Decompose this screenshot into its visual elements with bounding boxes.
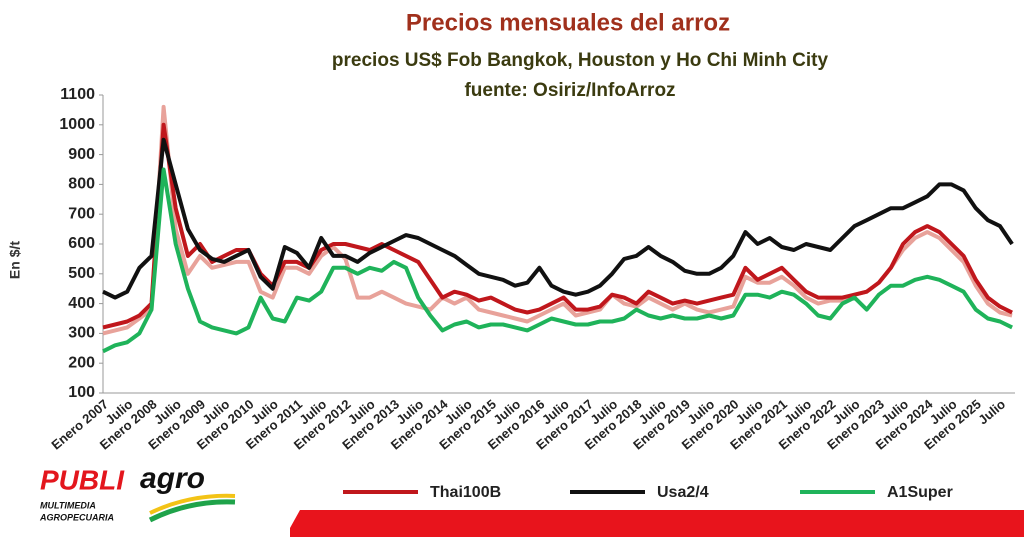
y-tick-label: 900 — [68, 146, 95, 163]
y-tick-label: 400 — [68, 295, 95, 312]
logo-swoosh — [149, 493, 236, 515]
footer-band — [285, 510, 1024, 537]
logo-background — [0, 455, 290, 537]
logo-brand: PUBLI — [40, 464, 125, 495]
y-tick-label: 1000 — [59, 116, 95, 133]
chart-title: Precios mensuales del arroz — [406, 9, 730, 36]
y-tick-label: 1100 — [60, 86, 95, 103]
y-tick-label: 700 — [68, 205, 95, 222]
logo-brand2: agro — [140, 462, 205, 495]
series-line — [102, 137, 1014, 300]
logo-tagline: MULTIMEDIA — [40, 500, 96, 510]
y-tick-label: 600 — [68, 235, 95, 252]
y-tick-label: 100 — [68, 384, 95, 401]
y-tick-label: 800 — [68, 176, 95, 193]
logo-tagline: AGROPECUARIA — [39, 512, 114, 522]
legend-label: Thai100B — [430, 484, 501, 501]
legend-label: A1Super — [887, 484, 953, 501]
y-tick-label: 200 — [68, 354, 95, 371]
y-tick-label: 300 — [68, 325, 95, 342]
plot-area: 10020030040050060070080090010001100Enero… — [48, 86, 1015, 453]
chart-subtitle: precios US$ Fob Bangkok, Houston y Ho Ch… — [332, 50, 829, 71]
y-axis-label: En $/t — [7, 241, 23, 279]
y-tick-label: 500 — [68, 265, 95, 282]
x-tick-label: Julio — [975, 396, 1008, 427]
logo-swoosh — [148, 499, 236, 523]
series-line — [102, 167, 1013, 354]
legend-label: Usa2/4 — [657, 484, 709, 501]
chart-source: fuente: Osiriz/InfoArroz — [464, 80, 675, 101]
